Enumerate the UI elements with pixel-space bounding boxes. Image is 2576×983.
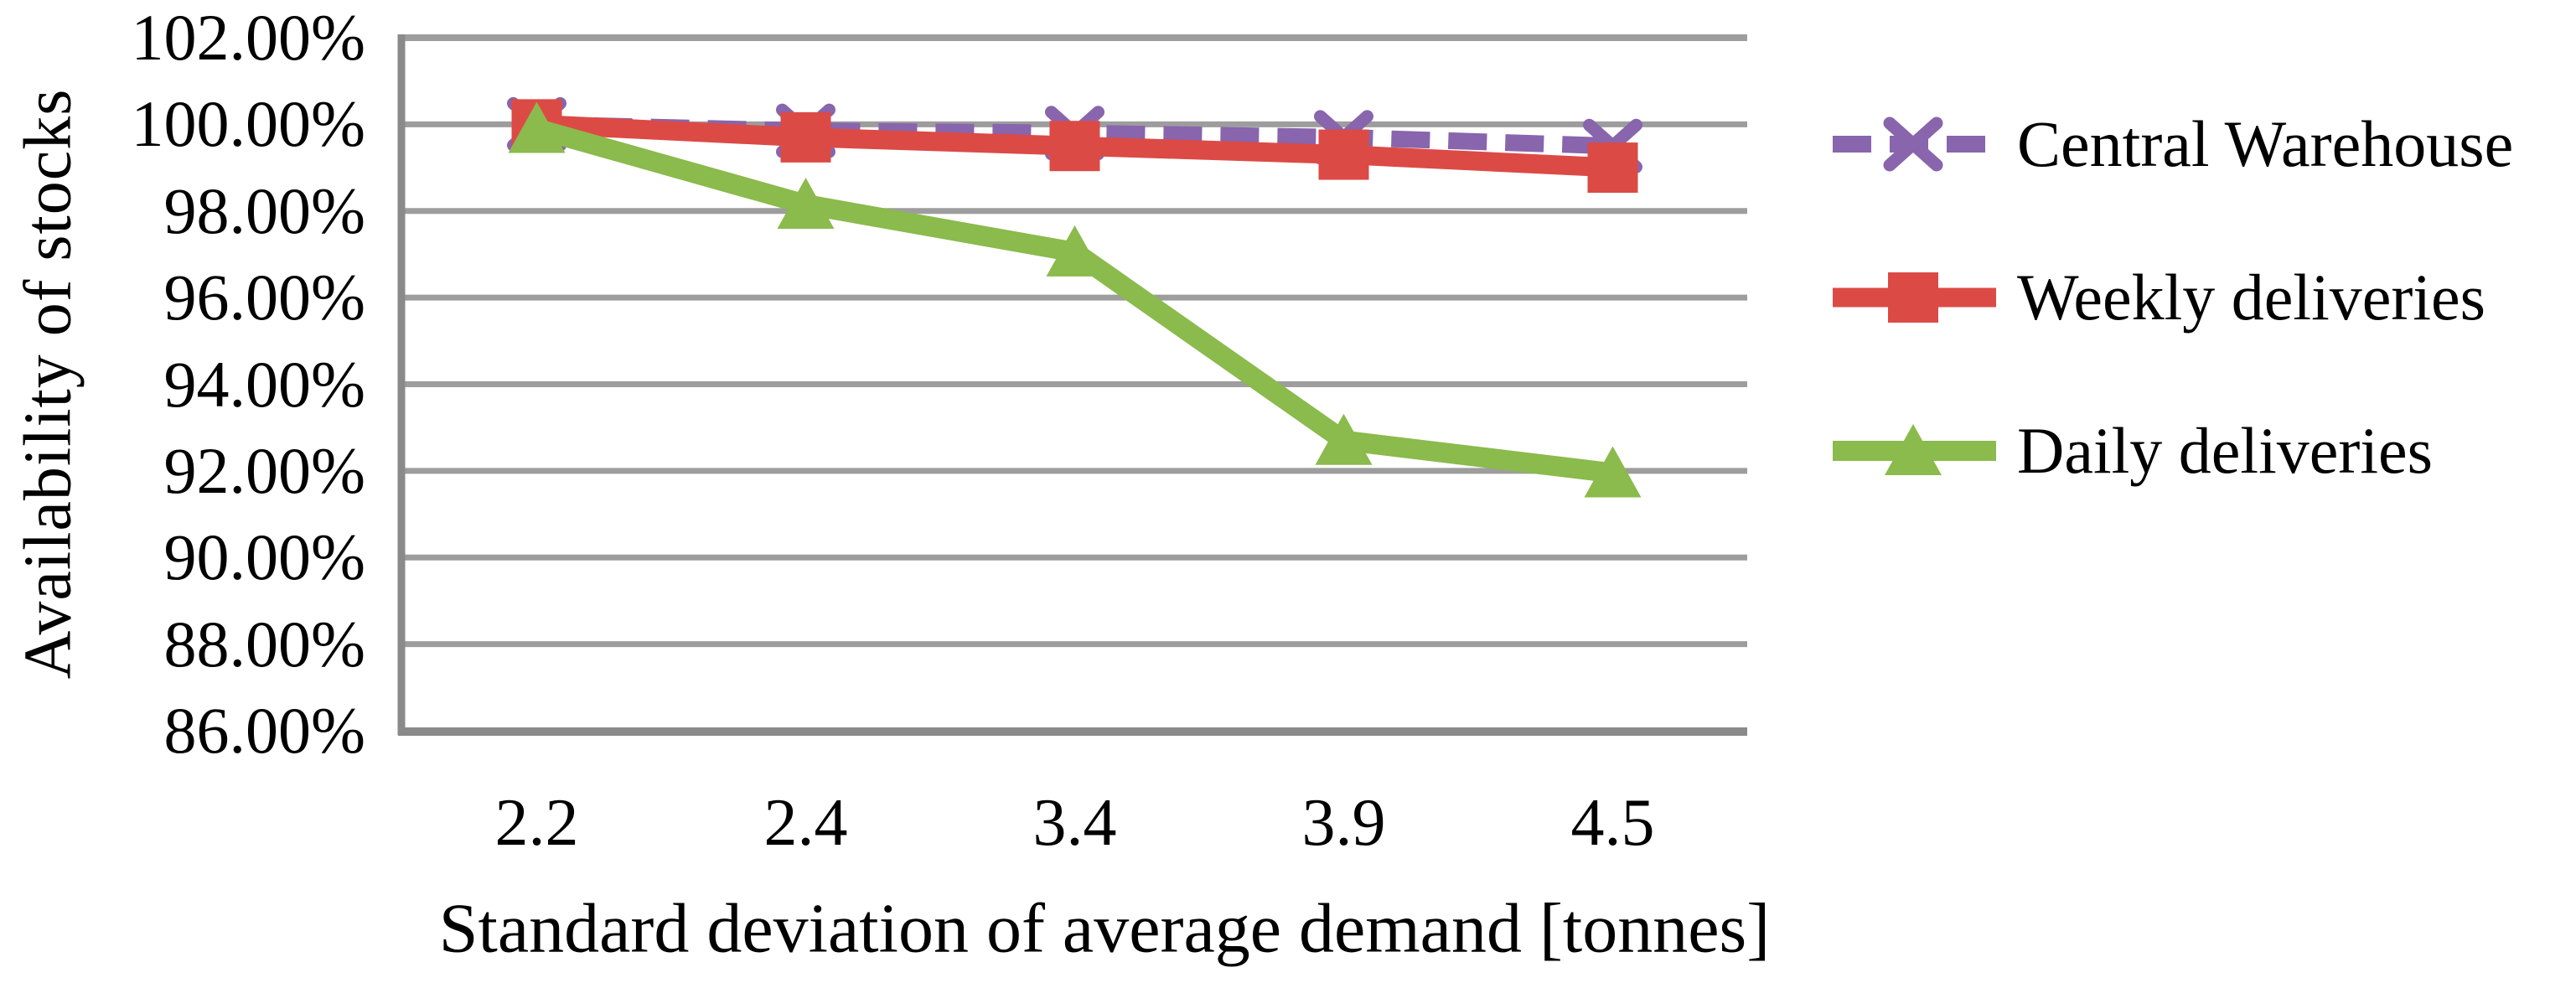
marker-weekly-deliveries-2 <box>1049 121 1100 172</box>
marker-weekly-deliveries-1 <box>780 111 831 163</box>
y-tick-label: 96.00% <box>163 261 365 334</box>
x-axis-title: Standard deviation of average demand [to… <box>438 889 1771 968</box>
y-tick-label: 92.00% <box>163 433 365 507</box>
legend-marker-weekly-deliveries <box>1888 272 1938 323</box>
y-tick-label: 88.00% <box>163 607 365 680</box>
legend-swatch-weekly-deliveries <box>1833 272 1996 323</box>
series-line-daily-deliveries <box>534 118 1614 484</box>
x-tick-label: 3.4 <box>1032 786 1117 860</box>
x-tick-label: 2.2 <box>494 786 579 860</box>
legend-swatch-daily-deliveries <box>1833 424 1996 475</box>
marker-daily-deliveries-3 <box>1315 413 1373 465</box>
marker-daily-deliveries-1 <box>777 177 835 229</box>
y-tick-label: 90.00% <box>163 520 365 594</box>
marker-daily-deliveries-0 <box>508 101 566 153</box>
marker-daily-deliveries-4 <box>1584 446 1642 498</box>
y-tick-label: 86.00% <box>163 694 365 767</box>
legend-label-weekly-deliveries: Weekly deliveries <box>2017 261 2485 334</box>
legend-label-central-warehouse: Central Warehouse <box>2017 107 2514 180</box>
plot-area <box>397 34 1747 736</box>
x-tick-label: 3.9 <box>1301 786 1386 860</box>
y-tick-label: 102.00% <box>131 1 365 74</box>
marker-weekly-deliveries-4 <box>1587 142 1638 194</box>
y-tick-label: 98.00% <box>163 173 365 247</box>
marker-daily-deliveries-2 <box>1046 225 1104 277</box>
marker-weekly-deliveries-3 <box>1318 129 1369 180</box>
legend-swatch-central-warehouse <box>1833 116 1996 172</box>
x-tick-label: 2.4 <box>763 786 848 860</box>
legend-marker-central-warehouse <box>1883 116 1943 172</box>
y-tick-label: 94.00% <box>163 347 365 421</box>
legend-label-daily-deliveries: Daily deliveries <box>2017 414 2433 487</box>
legend-marker-daily-deliveries <box>1885 424 1942 475</box>
y-tick-label: 100.00% <box>131 87 365 161</box>
x-tick-label: 4.5 <box>1570 786 1655 860</box>
